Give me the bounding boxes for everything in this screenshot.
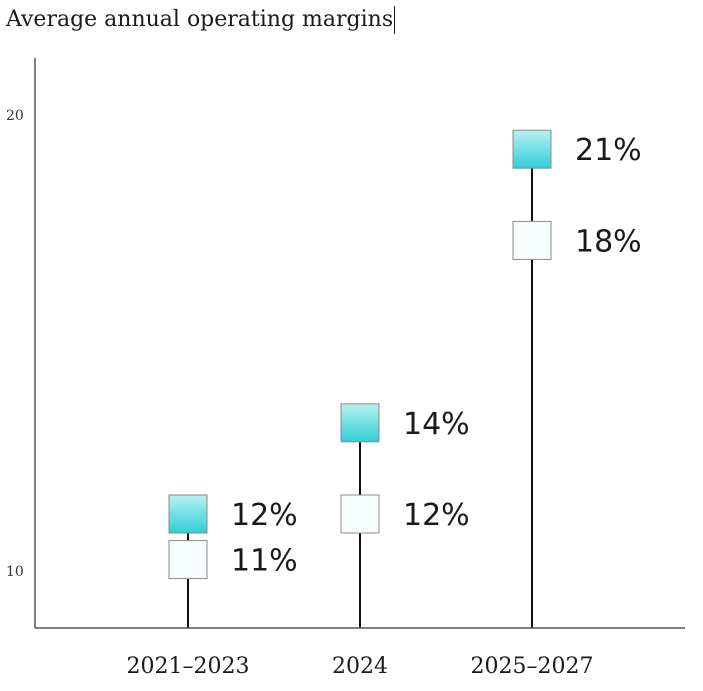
data-label: 12%: [231, 498, 298, 533]
data-point-marker: [512, 220, 552, 260]
y-ticks-layer: 10 20: [6, 108, 24, 580]
axes-layer: [34, 58, 685, 629]
data-label: 14%: [403, 407, 470, 442]
data-point-marker: [168, 494, 208, 534]
data-label: 21%: [575, 133, 642, 168]
y-tick-label: 20: [6, 108, 24, 124]
category-labels-layer: 2021–2023 2024 2025–2027: [127, 654, 594, 679]
category-label: 2025–2027: [471, 654, 594, 679]
data-label: 12%: [403, 498, 470, 533]
chart-title: Average annual operating margins: [6, 6, 396, 34]
y-tick-label: 10: [6, 564, 24, 580]
markers-layer: [168, 129, 552, 580]
category-label: 2024: [332, 654, 388, 679]
data-point-marker: [340, 403, 380, 443]
data-point-marker: [512, 129, 552, 169]
data-label: 18%: [575, 224, 642, 259]
category-label: 2021–2023: [127, 654, 250, 679]
data-label: 11%: [231, 544, 298, 579]
data-point-marker: [340, 494, 380, 534]
data-point-marker: [168, 540, 208, 580]
data-labels-layer: 12% 14% 21% 11% 12% 18%: [231, 133, 642, 578]
